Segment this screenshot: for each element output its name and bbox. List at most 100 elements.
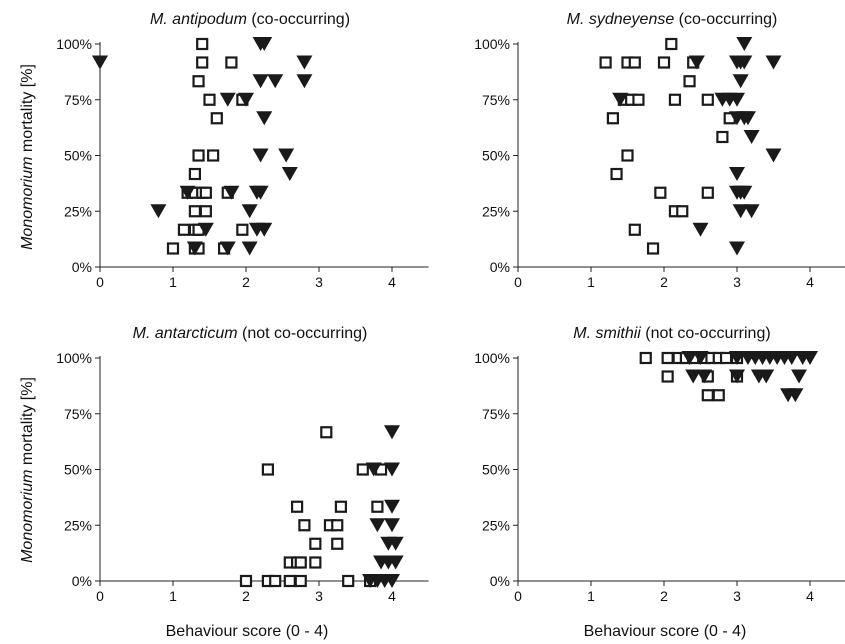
open-square-point [177, 223, 191, 236]
filled-triangle-point [197, 222, 214, 237]
filled-triangle-point [256, 37, 273, 51]
open-square-point [606, 112, 620, 125]
filled-triangle-point [688, 55, 705, 70]
chart-panel-1: M. antipodum (co-occurring)0%25%50%75%10… [56, 11, 429, 290]
panel-title-species: M. smithii [573, 325, 641, 342]
y-tick-label: 25% [482, 517, 510, 533]
panel-title: M. smithii (not co-occurring) [573, 325, 770, 342]
open-square-point [621, 149, 634, 162]
filled-triangle-point [692, 351, 709, 365]
filled-triangle-point [219, 92, 236, 107]
filled-triangle-point [252, 185, 269, 200]
y-axis-label-bottom: Monomorium mortality [%] [19, 377, 36, 563]
y-tick-label: 0% [72, 259, 92, 275]
y-tick-label: 75% [64, 406, 92, 422]
x-tick-label: 0 [514, 274, 522, 290]
open-square-point [320, 426, 333, 439]
open-square-point [309, 537, 322, 550]
open-square-point [199, 205, 212, 218]
open-square-point [632, 93, 645, 106]
filled-triangle-point [387, 536, 404, 551]
panel-title-species: M. antarcticum [133, 325, 238, 342]
panel-title: M. sydneyense (co-occurring) [567, 11, 778, 28]
open-square-point [661, 351, 674, 365]
filled-triangle-point [696, 369, 713, 384]
chart-panel-2: M. sydneyense (co-occurring) 0% 25% 50% 75% 1… [474, 11, 845, 290]
x-tick-label: 3 [733, 274, 741, 290]
y-axis-label-top: Monomorium mortality [%] [19, 64, 36, 250]
filled-triangle-point [278, 148, 295, 163]
open-square-point [298, 519, 311, 532]
filled-triangle-point [681, 351, 698, 365]
y-axis-label-text: mortality [%] [19, 377, 36, 469]
x-tick-label: 4 [806, 588, 814, 604]
filled-triangle-point [238, 92, 254, 107]
panel-title-suffix: (co-occurring) [247, 11, 350, 28]
filled-triangle-point [791, 369, 808, 384]
open-square-point [239, 574, 253, 588]
y-tick-label: 100% [474, 36, 510, 52]
filled-triangle-point [296, 74, 313, 89]
open-square-point [599, 56, 612, 69]
filled-triangle-point [743, 129, 760, 144]
open-square-point [291, 500, 304, 513]
open-square-point [628, 223, 641, 236]
filled-triangle-point [296, 55, 313, 70]
open-square-point [283, 574, 296, 588]
y-tick-label: 50% [482, 462, 510, 478]
open-square-point [192, 149, 205, 162]
open-square-point [166, 242, 180, 255]
y-tick-label: 25% [64, 517, 92, 533]
y-tick-label: 75% [64, 92, 92, 108]
filled-triangle-point [732, 204, 749, 219]
open-square-point [610, 167, 623, 181]
filled-triangle-point [783, 351, 800, 365]
filled-triangle-point [186, 241, 203, 256]
y-tick-label: 50% [64, 462, 92, 478]
open-square-point [196, 37, 209, 51]
y-axis-label-italic: Monomorium [19, 470, 36, 563]
filled-triangle-point [612, 92, 629, 107]
filled-triangle-point [743, 204, 760, 219]
panel-title-species: M. sydneyense [567, 11, 675, 28]
filled-triangle-point [729, 92, 745, 107]
open-square-point [646, 242, 660, 255]
open-square-point [225, 56, 238, 69]
filled-triangle-point [387, 555, 404, 570]
x-tick-label: 0 [514, 588, 522, 604]
x-tick-label: 2 [660, 274, 668, 290]
x-tick-label: 3 [733, 588, 741, 604]
open-square-point [269, 574, 282, 588]
open-square-point [701, 186, 714, 199]
filled-triangle-point [252, 74, 269, 89]
filled-triangle-point [179, 185, 196, 200]
open-square-point [665, 37, 678, 51]
open-square-point [342, 574, 355, 588]
x-tick-label: 2 [242, 274, 250, 290]
filled-triangle-point [787, 388, 804, 403]
filled-triangle-point [685, 369, 702, 384]
y-tick-label: 100% [56, 36, 92, 52]
open-square-point [188, 167, 201, 181]
y-tick-label: 0% [72, 573, 92, 589]
open-square-point [371, 500, 384, 513]
panel-title: M. antipodum (co-occurring) [150, 11, 350, 28]
x-tick-label: 4 [388, 588, 396, 604]
open-square-point [210, 112, 223, 125]
open-square-point [334, 500, 347, 513]
y-tick-label: 0% [490, 573, 510, 589]
open-square-point [639, 351, 652, 365]
filled-triangle-point [219, 241, 236, 256]
filled-triangle-point [267, 74, 284, 89]
filled-triangle-point [729, 369, 745, 384]
y-axis-label-italic: Monomorium [19, 157, 36, 250]
filled-triangle-point [729, 167, 745, 182]
open-square-point [309, 556, 322, 569]
open-square-point [712, 389, 725, 402]
filled-triangle-point [365, 462, 382, 477]
filled-triangle-point [802, 351, 818, 365]
y-axis-label-text: mortality [%] [19, 64, 36, 156]
open-square-point [196, 56, 209, 69]
open-square-point [701, 93, 714, 106]
